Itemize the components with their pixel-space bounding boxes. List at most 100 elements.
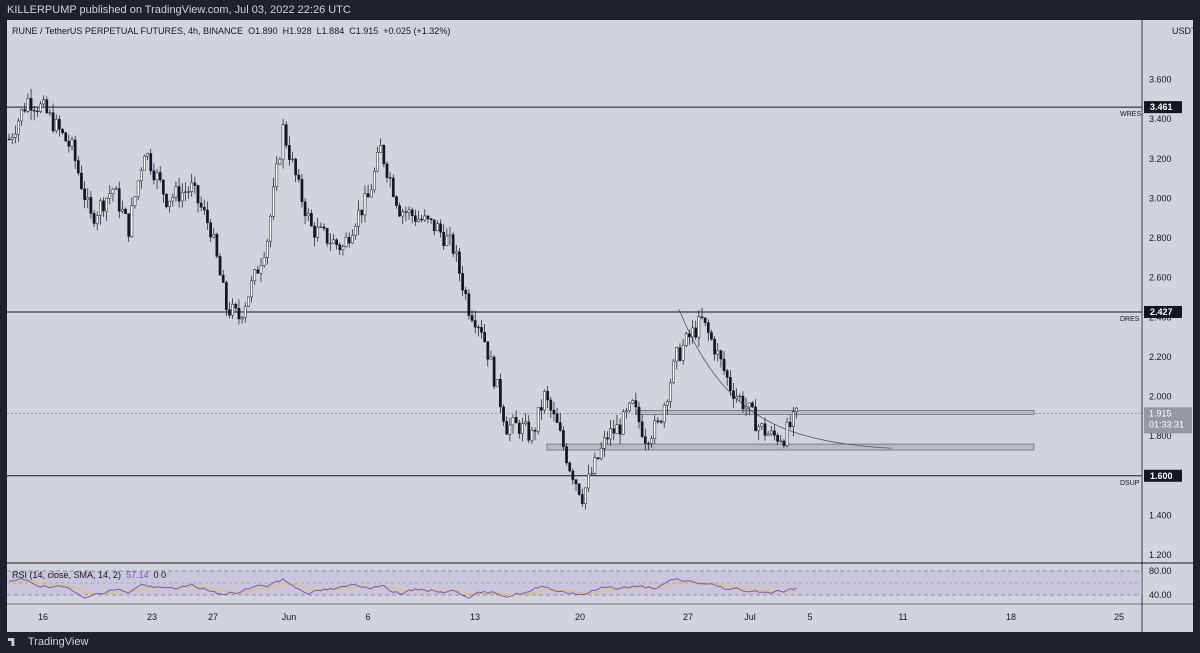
publisher-text: KILLERPUMP published on TradingView.com,… [7, 4, 351, 16]
candle-body [785, 421, 789, 446]
candle-body [262, 257, 266, 266]
candle-body [697, 316, 701, 338]
candle-body [795, 407, 798, 412]
candle-body [332, 239, 335, 244]
price-tick: 2.000 [1149, 392, 1172, 402]
candle-body [395, 196, 398, 206]
candle-body [508, 424, 512, 435]
decay-curve[interactable] [678, 309, 892, 449]
zone-rect[interactable] [636, 410, 1035, 415]
candle-body [684, 333, 688, 346]
candle-body [300, 179, 304, 202]
candle-body [357, 209, 360, 227]
candle-body [243, 306, 247, 318]
time-tick: 16 [38, 612, 48, 622]
symbol-legend[interactable]: RUNE / TetherUS PERPETUAL FUTURES, 4h, B… [12, 26, 450, 36]
candle-body [351, 235, 354, 244]
rsi-axis[interactable]: 80.00 40.00 [1149, 566, 1172, 600]
rsi-band [7, 571, 1142, 595]
candle-body [621, 411, 625, 435]
candle-body [401, 211, 405, 217]
candle-countdown: 01:33:31 [1149, 419, 1184, 429]
candle-body [445, 235, 449, 246]
candle-body [306, 213, 310, 217]
candle-body [650, 438, 653, 444]
candle-body [80, 172, 83, 190]
candle-body [23, 109, 27, 112]
candle-body [184, 191, 187, 193]
tradingview-logo-icon[interactable] [8, 638, 15, 647]
candle-body [751, 402, 754, 408]
candle-body [729, 377, 732, 391]
candle-body [250, 280, 253, 298]
consolidation-zones[interactable] [546, 410, 1035, 451]
candle-body [700, 316, 704, 319]
candle-body [199, 202, 203, 208]
candle-body [319, 226, 323, 228]
price-tick: 1.800 [1149, 431, 1172, 441]
candle-body [514, 417, 518, 424]
price-tick: 3.600 [1149, 75, 1172, 85]
candle-body [407, 209, 411, 213]
time-tick: Jul [744, 612, 756, 622]
candle-body [574, 479, 578, 485]
rsi-sma-line [8, 580, 797, 596]
candle-body [527, 421, 531, 441]
candle-body [536, 407, 540, 432]
candle-body [423, 215, 427, 221]
candle-body [105, 197, 109, 212]
rsi-legend[interactable]: RSI (14, close, SMA, 14, 2) 57.14 0 0 [12, 570, 166, 580]
candle-body [92, 213, 96, 224]
candle-body [480, 327, 483, 333]
level-badge-dsup [1144, 469, 1182, 482]
candle-body [470, 315, 474, 321]
ohlc-open: O1.890 [248, 26, 278, 36]
candle-body [7, 138, 11, 141]
candle-body [486, 341, 490, 360]
candle-body [590, 473, 594, 475]
chart-frame[interactable]: USDT 3.6003.4003.2003.0002.8002.6002.400… [7, 20, 1193, 632]
candle-body [335, 239, 338, 246]
candle-body [776, 435, 779, 442]
candle-body [162, 179, 165, 195]
candle-body [612, 428, 616, 434]
candle-body [313, 225, 316, 238]
chart-canvas[interactable]: USDT 3.6003.4003.2003.0002.8002.6002.400… [7, 20, 1193, 632]
tradingview-brand[interactable]: TradingView [27, 636, 89, 648]
candle-body [495, 378, 499, 387]
candle-body [565, 446, 568, 464]
candle-body [347, 237, 351, 244]
candle-body [628, 402, 631, 411]
candle-body [237, 308, 241, 320]
candle-body [454, 251, 458, 254]
time-axis[interactable]: 16 23 27 Jun 6 13 20 27 Jul 5 11 18 25 [38, 612, 1124, 622]
candle-body [599, 448, 603, 460]
candle-body [606, 437, 609, 440]
candle-body [499, 378, 502, 408]
rsi-line [8, 577, 797, 599]
candle-body [637, 406, 641, 423]
rsi-tick: 80.00 [1149, 566, 1172, 576]
candle-body [631, 400, 635, 404]
candle-body [477, 326, 480, 329]
zone-rect[interactable] [546, 443, 1035, 451]
candle-body [256, 269, 260, 274]
candle-body [640, 421, 644, 437]
candle-body [543, 391, 546, 411]
candle-body [666, 401, 669, 406]
candle-body [530, 430, 534, 441]
candle-body [596, 457, 600, 460]
candle-body [766, 433, 770, 436]
candle-body [722, 358, 726, 371]
candle-body [546, 391, 549, 401]
candle-body [562, 430, 565, 447]
candle-body [360, 209, 364, 216]
candle-body [404, 211, 408, 213]
candle-body [143, 155, 146, 171]
candle-body [483, 332, 486, 342]
candle-body [366, 193, 370, 198]
candle-body [130, 205, 134, 237]
candle-body [310, 213, 313, 227]
price-tick: 3.200 [1149, 154, 1172, 164]
candle-body [489, 356, 493, 360]
